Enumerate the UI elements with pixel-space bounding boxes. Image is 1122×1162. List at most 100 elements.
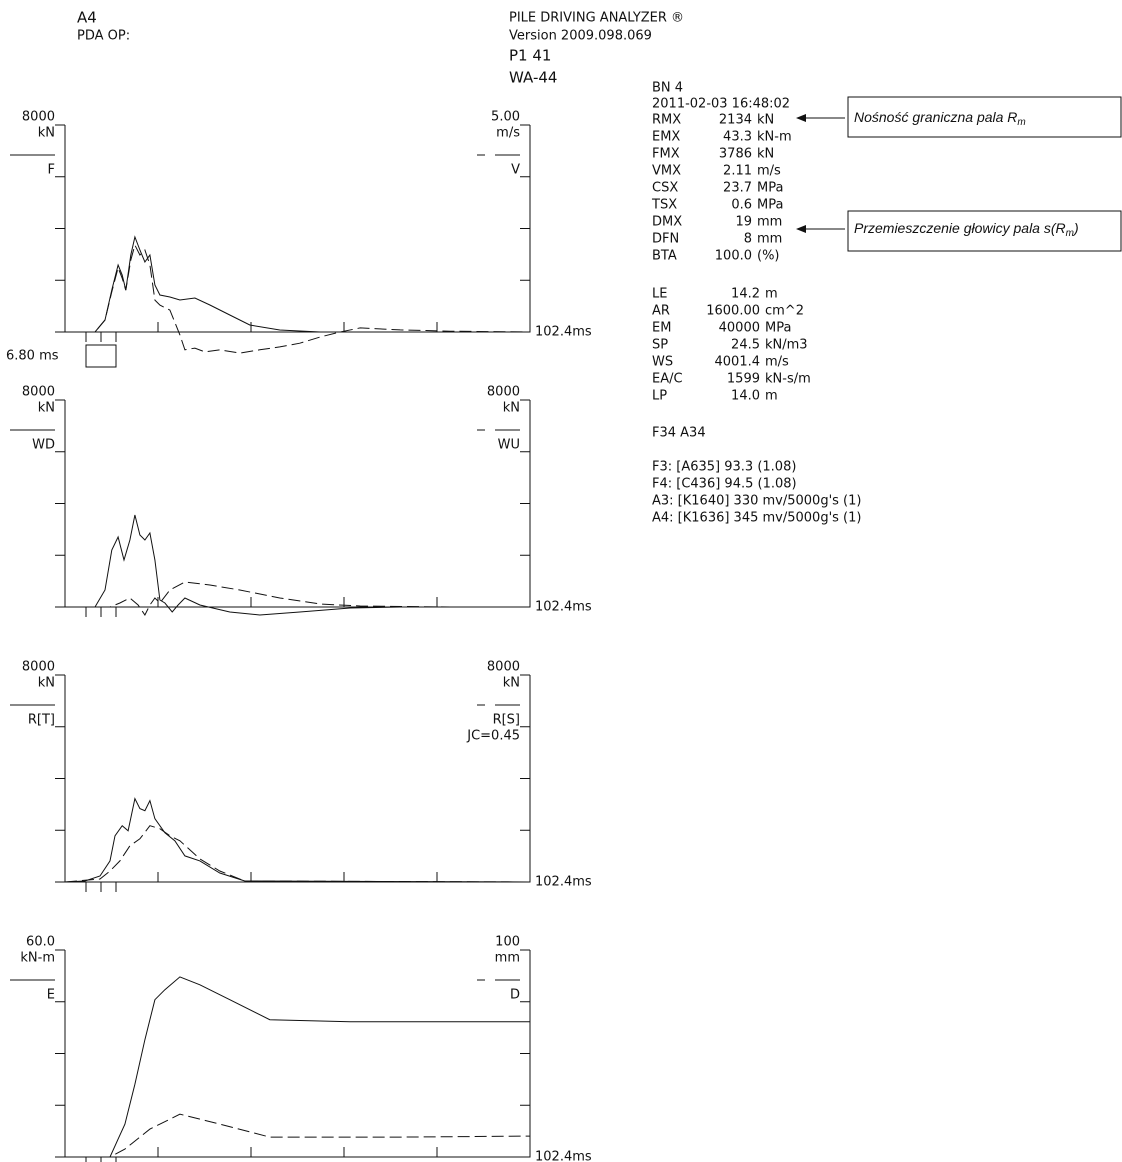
info-value: 14.2: [731, 287, 760, 302]
annotation-text: Nośność graniczna pala R: [854, 109, 1017, 125]
info-value: 100.0: [715, 249, 752, 264]
info-label: RMX: [652, 113, 681, 128]
left-label: R[T]: [28, 713, 55, 728]
info-label: EM: [652, 321, 671, 336]
info-label: FMX: [652, 147, 680, 162]
annotation-text: ): [1072, 220, 1079, 236]
header-text: P1 41: [509, 47, 551, 65]
info-label: CSX: [652, 181, 678, 196]
left-max: 8000: [22, 660, 55, 675]
marker-label: 6.80 ms: [6, 349, 59, 364]
info-line: F4: [C436] 94.5 (1.08): [652, 477, 797, 492]
info-label: DMX: [652, 215, 682, 230]
x-end-label: 102.4ms: [535, 600, 592, 615]
header-text: PILE DRIVING ANALYZER ®: [509, 11, 684, 26]
info-line: F3: [A635] 93.3 (1.08): [652, 460, 796, 475]
left-unit: kN: [38, 676, 55, 691]
info-value: 1600.00: [706, 304, 760, 319]
annotation: Nośność graniczna pala Rm: [854, 109, 1026, 128]
info-label: EMX: [652, 130, 680, 145]
right-max: 100: [495, 935, 520, 950]
left-max: 8000: [22, 110, 55, 125]
info-value: 23.7: [723, 181, 752, 196]
right-max: 8000: [487, 385, 520, 400]
right-label: V: [511, 163, 520, 178]
info-unit: m/s: [757, 164, 781, 179]
right-label: D: [510, 988, 520, 1003]
annotation-box: [847, 210, 1122, 252]
info-value: 1599: [727, 372, 760, 387]
right-label: R[S]: [493, 713, 520, 728]
trace: [65, 235, 530, 333]
left-label: WD: [32, 438, 55, 453]
left-max: 8000: [22, 385, 55, 400]
x-end-label: 102.4ms: [535, 325, 592, 340]
info-unit: kN: [757, 113, 774, 128]
info-value: 24.5: [731, 338, 760, 353]
trace: [65, 581, 530, 616]
info-value: 8: [744, 232, 752, 247]
info-value: 43.3: [723, 130, 752, 145]
axes: [64, 950, 531, 1158]
info-line: A4: [K1636] 345 mv/5000g's (1): [652, 511, 861, 526]
info-unit: kN-s/m: [765, 372, 811, 387]
header-text: PDA OP:: [77, 29, 130, 44]
info-unit: (%): [757, 249, 780, 264]
info-value: 4001.4: [715, 355, 761, 370]
info-label: DFN: [652, 232, 679, 247]
info-label: BTA: [652, 249, 677, 264]
info-unit: m: [765, 389, 778, 404]
right-unit: m/s: [496, 126, 520, 141]
trace: [65, 976, 530, 1158]
info-unit: mm: [757, 215, 782, 230]
info-label: WS: [652, 355, 673, 370]
info-value: 2134: [719, 113, 752, 128]
header-text: A4: [77, 9, 97, 27]
left-label: F: [48, 163, 55, 178]
arrow-head: [796, 114, 806, 122]
info-unit: MPa: [765, 321, 791, 336]
left-unit: kN-m: [20, 951, 55, 966]
info-label: AR: [652, 304, 670, 319]
info-label: TSX: [651, 198, 677, 213]
marker-box: [85, 344, 117, 368]
info-unit: MPa: [757, 198, 783, 213]
info-unit: m: [765, 287, 778, 302]
left-max: 60.0: [26, 935, 55, 950]
info-value: 40000: [719, 321, 760, 336]
left-label: E: [47, 988, 55, 1003]
left-unit: kN: [38, 126, 55, 141]
x-end-label: 102.4ms: [535, 1150, 592, 1162]
annotation-sub: m: [1017, 117, 1025, 128]
info-line: F34 A34: [652, 426, 706, 441]
info-line: A3: [K1640] 330 mv/5000g's (1): [652, 494, 861, 509]
trace: [64, 797, 531, 883]
right-unit: mm: [495, 951, 520, 966]
info-value: 14.0: [731, 389, 760, 404]
right-max: 5.00: [491, 110, 520, 125]
header-text: WA-44: [509, 69, 557, 87]
right-unit: kN: [503, 676, 520, 691]
info-unit: mm: [757, 232, 782, 247]
info-label: VMX: [652, 164, 681, 179]
info-line: 2011-02-03 16:48:02: [652, 97, 790, 112]
arrow-head: [796, 225, 806, 233]
info-label: LP: [652, 389, 667, 404]
info-unit: kN-m: [757, 130, 792, 145]
left-unit: kN: [38, 401, 55, 416]
right-label: WU: [498, 438, 520, 453]
header-text: Version 2009.098.069: [509, 29, 652, 44]
trace: [65, 1113, 531, 1158]
axes: [64, 125, 531, 333]
annotation: Przemieszczenie głowicy pala s(Rm): [854, 220, 1079, 239]
info-unit: kN/m3: [765, 338, 808, 353]
info-line: BN 4: [652, 81, 683, 96]
info-unit: cm^2: [765, 304, 804, 319]
info-value: 0.6: [731, 198, 752, 213]
info-unit: kN: [757, 147, 774, 162]
info-label: LE: [652, 287, 667, 302]
note: JC=0.45: [466, 729, 520, 744]
info-label: EA/C: [652, 372, 683, 387]
right-max: 8000: [487, 660, 520, 675]
